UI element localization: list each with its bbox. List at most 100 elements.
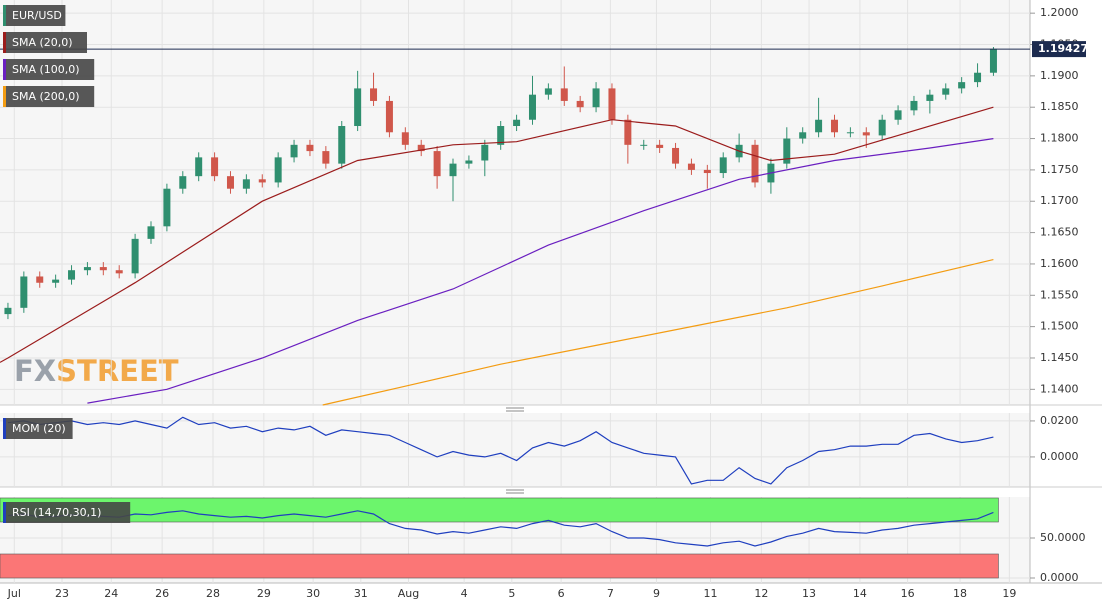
legend-swatch (3, 5, 6, 26)
x-tick-label: 5 (508, 587, 515, 600)
legend-entry: EUR/USD (3, 5, 66, 26)
candle-body (370, 88, 378, 101)
y-tick-label: 0.0000 (1040, 571, 1079, 584)
legend-box (3, 86, 95, 107)
candle-body (989, 48, 997, 73)
candle-body (385, 100, 393, 133)
legend-box (3, 32, 87, 53)
legend-box (3, 59, 95, 80)
x-tick-label: 28 (206, 587, 220, 600)
candle-body (242, 179, 250, 189)
candle-body (52, 279, 60, 283)
x-tick-label: 16 (901, 587, 915, 600)
candle-body (20, 276, 28, 308)
last-price-tag (1032, 41, 1086, 58)
candle-body (640, 144, 648, 146)
candle-body (115, 270, 123, 274)
x-tick-label: 19 (1002, 587, 1016, 600)
x-tick-label: 29 (257, 587, 271, 600)
candle-body (958, 82, 966, 89)
legend-swatch (3, 502, 6, 523)
legend-label: SMA (20,0) (12, 36, 73, 49)
candle-body (592, 88, 600, 108)
resize-handle[interactable] (506, 407, 524, 412)
x-tick-label: 7 (607, 587, 614, 600)
legend-entry: SMA (20,0) (3, 32, 87, 53)
brand-prefix: FX (14, 354, 56, 388)
candle-body (672, 147, 680, 164)
candle-body (195, 157, 203, 177)
legend-entry: SMA (100,0) (3, 59, 95, 80)
x-tick-label: 24 (104, 587, 118, 600)
candle-body (338, 126, 346, 164)
x-tick-label: 9 (653, 587, 660, 600)
x-tick-label: 14 (853, 587, 867, 600)
candle-body (576, 100, 584, 108)
x-tick-label: 30 (306, 587, 320, 600)
y-tick-label: 1.1800 (1040, 132, 1079, 145)
legend-label: SMA (100,0) (12, 63, 80, 76)
candle-body (465, 160, 473, 164)
candle-body (513, 119, 521, 127)
legend-entry: MOM (20) (3, 418, 73, 439)
candle-body (449, 163, 457, 177)
y-tick-label: 1.1600 (1040, 257, 1079, 270)
legend-label: MOM (20) (12, 422, 66, 435)
indicator-line (87, 138, 994, 404)
resize-handle[interactable] (506, 489, 524, 494)
y-tick-label: 0.0200 (1040, 414, 1079, 427)
y-tick-label: 0.0000 (1040, 450, 1079, 463)
x-tick-label: 31 (354, 587, 368, 600)
candle-body (974, 72, 982, 83)
candle-body (179, 176, 187, 189)
y-tick-label: 1.1700 (1040, 194, 1079, 207)
candle-body (147, 226, 155, 239)
candle-body (687, 163, 695, 170)
candle-body (322, 151, 330, 164)
candle-body (608, 88, 616, 120)
candle-body (751, 144, 759, 183)
candle-body (354, 88, 362, 127)
momentum-panel (0, 413, 1030, 487)
y-tick-label: 1.1550 (1040, 288, 1079, 301)
y-tick-label: 1.1650 (1040, 226, 1079, 239)
candle-body (163, 188, 171, 227)
candle-body (560, 88, 568, 101)
candle-body (433, 151, 441, 177)
y-tick-label: 1.2000 (1040, 6, 1079, 19)
candle-body (719, 157, 727, 174)
indicator-line (7, 510, 994, 547)
legend-entry: RSI (14,70,30,1) (3, 502, 131, 523)
y-tick-label: 1.1850 (1040, 100, 1079, 113)
legend-label: RSI (14,70,30,1) (12, 506, 101, 519)
candle-body (131, 238, 139, 274)
candle-body (83, 267, 91, 271)
legend-box (3, 502, 131, 523)
candle-body (528, 94, 536, 120)
candle-body (226, 176, 234, 189)
x-tick-label: 18 (953, 587, 967, 600)
x-tick-label: 23 (55, 587, 69, 600)
x-tick-label: 4 (461, 587, 468, 600)
y-tick-label: 1.1400 (1040, 382, 1079, 395)
candle-body (36, 276, 44, 283)
candle-body (481, 144, 489, 161)
candle-body (274, 157, 282, 183)
rsi-zone (0, 553, 999, 579)
x-tick-label: 6 (558, 587, 565, 600)
last-price-label: 1.19427 (1038, 42, 1088, 55)
y-tick-label: 1.1900 (1040, 69, 1079, 82)
legend-swatch (3, 418, 6, 439)
candle-body (258, 179, 266, 183)
candle-body (290, 144, 298, 158)
rsi-zone (0, 497, 999, 523)
candle-body (656, 144, 664, 148)
indicator-line (7, 416, 994, 485)
candle-body (544, 88, 552, 95)
price-panel (0, 0, 1030, 405)
candle-body (815, 119, 823, 133)
candle-body (846, 132, 854, 134)
candle-body (68, 270, 76, 280)
candle-body (894, 110, 902, 120)
